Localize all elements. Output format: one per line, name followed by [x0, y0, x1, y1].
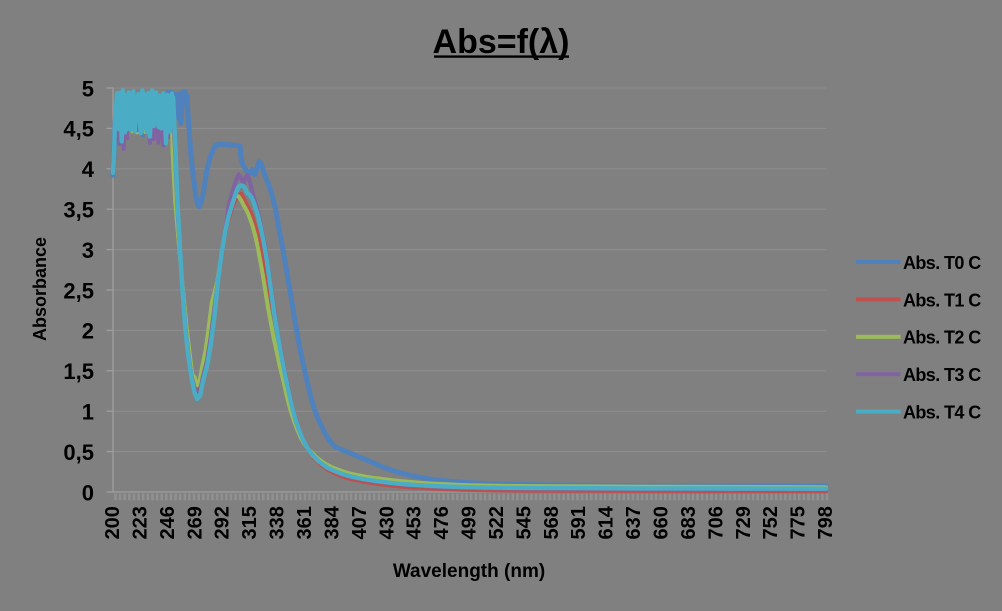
svg-text:Abs=f(λ): Abs=f(λ) [433, 23, 570, 61]
svg-text:407: 407 [349, 506, 371, 539]
svg-text:5: 5 [82, 76, 94, 101]
svg-text:Abs. T3 C: Abs. T3 C [903, 365, 981, 385]
svg-text:476: 476 [431, 506, 453, 539]
svg-text:522: 522 [486, 506, 508, 539]
svg-text:Abs. T0 C: Abs. T0 C [903, 253, 981, 273]
svg-text:3,5: 3,5 [63, 198, 94, 223]
svg-text:Wavelength (nm): Wavelength (nm) [393, 561, 545, 582]
svg-text:223: 223 [129, 506, 151, 539]
svg-text:729: 729 [733, 506, 755, 539]
svg-text:0,5: 0,5 [63, 440, 94, 465]
svg-text:453: 453 [404, 506, 426, 539]
svg-text:660: 660 [651, 506, 673, 539]
svg-text:4: 4 [82, 157, 95, 182]
svg-text:1,5: 1,5 [63, 359, 94, 384]
svg-text:Abs. T4 C: Abs. T4 C [903, 403, 981, 423]
svg-text:752: 752 [760, 506, 782, 539]
svg-text:0: 0 [82, 480, 94, 505]
svg-text:637: 637 [623, 506, 645, 539]
svg-text:614: 614 [596, 505, 618, 539]
svg-text:Abs. T2 C: Abs. T2 C [903, 328, 981, 348]
svg-text:269: 269 [184, 506, 206, 539]
svg-text:338: 338 [267, 506, 289, 539]
svg-text:384: 384 [321, 505, 343, 539]
svg-text:591: 591 [568, 506, 590, 539]
svg-text:775: 775 [788, 506, 810, 539]
svg-text:361: 361 [294, 506, 316, 539]
svg-text:545: 545 [513, 506, 535, 539]
svg-text:568: 568 [541, 506, 563, 539]
svg-text:4,5: 4,5 [63, 117, 94, 142]
svg-text:246: 246 [157, 506, 179, 539]
svg-text:499: 499 [459, 506, 481, 539]
svg-text:2,5: 2,5 [63, 278, 94, 303]
svg-text:2: 2 [82, 319, 94, 344]
svg-text:Absorbance: Absorbance [30, 237, 50, 341]
svg-text:315: 315 [239, 506, 261, 539]
svg-text:200: 200 [102, 506, 124, 539]
svg-text:Abs. T1 C: Abs. T1 C [903, 290, 981, 310]
svg-text:706: 706 [705, 506, 727, 539]
svg-text:292: 292 [212, 506, 234, 539]
svg-text:1: 1 [82, 400, 94, 425]
svg-text:3: 3 [82, 238, 94, 263]
svg-text:683: 683 [678, 506, 700, 539]
svg-text:798: 798 [815, 506, 837, 539]
svg-text:430: 430 [376, 506, 398, 539]
